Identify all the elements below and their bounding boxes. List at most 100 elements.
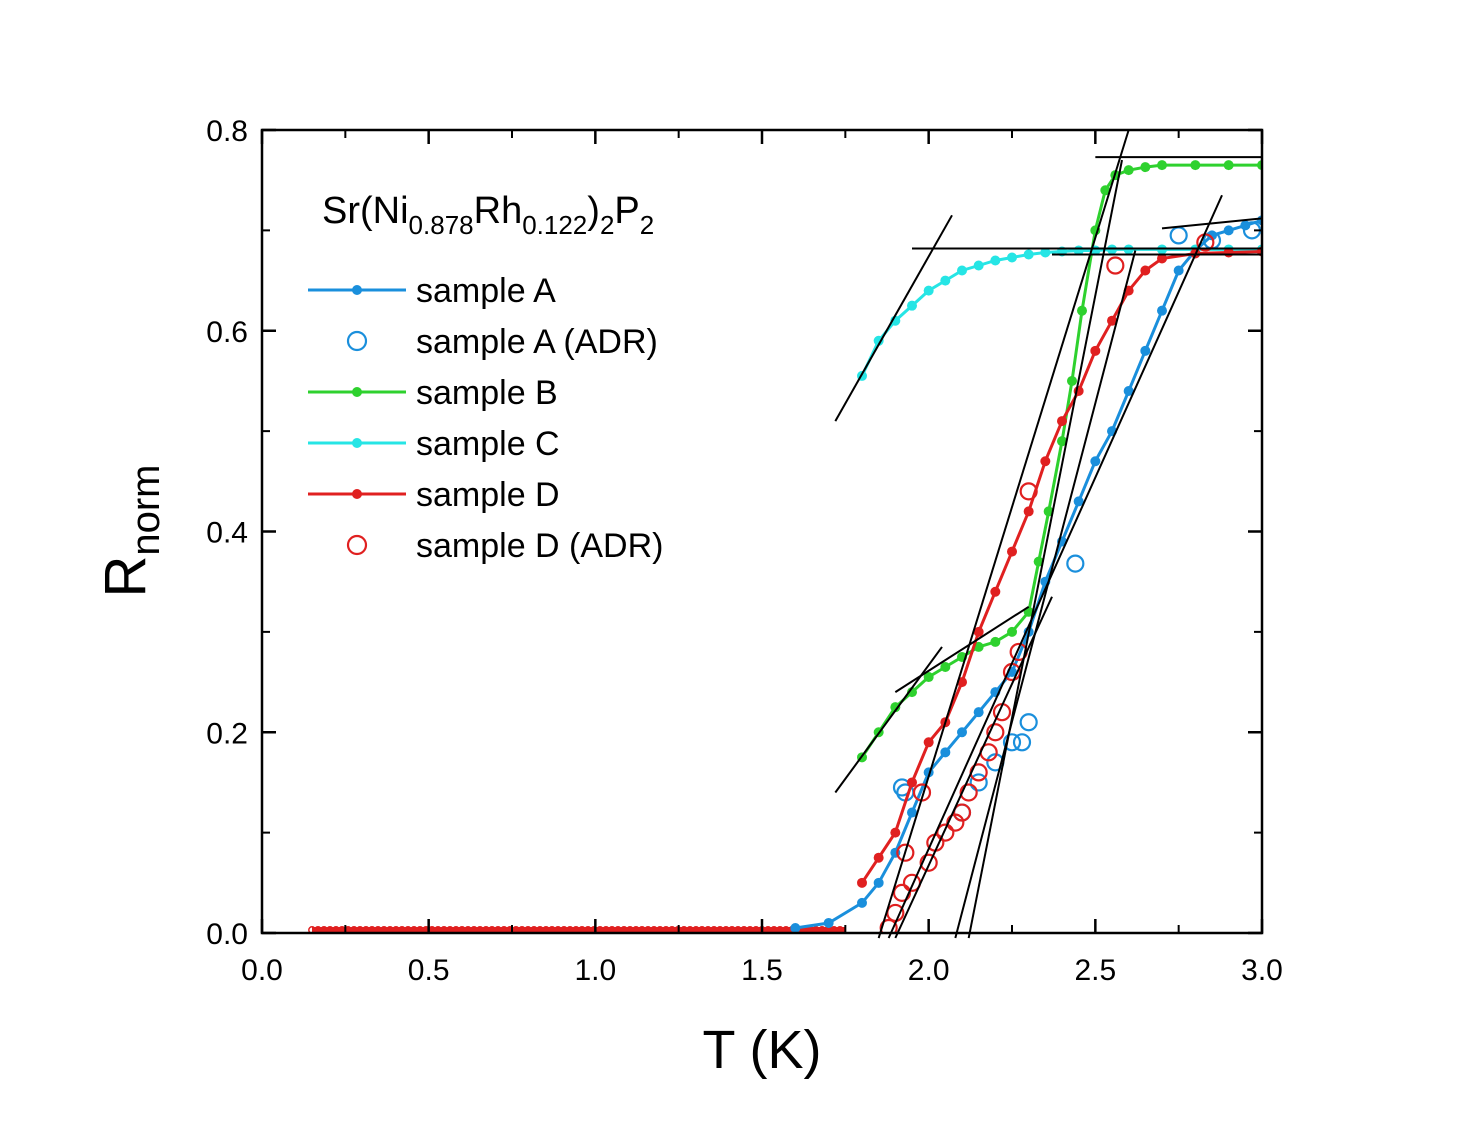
series-sample-d-point	[1007, 546, 1017, 557]
legend-sample-a-adr-marker	[346, 330, 368, 352]
series-sample-b-point	[1043, 506, 1054, 517]
plot-inner	[308, 160, 1262, 933]
series-sample-a-point	[940, 747, 951, 758]
axis-ticks: 0.0 0.5 1.0 1.5 2.0 2.5 3.0 0.0 0.2 0.4 0.6 0.8	[206, 115, 1283, 987]
series-sample-c-point	[1040, 247, 1051, 258]
series-sample-b-point	[990, 636, 1001, 647]
series-sample-b-point	[1007, 626, 1017, 637]
x-tick-label: 0.0	[241, 954, 283, 987]
series-sample-a-point	[873, 877, 884, 888]
series-sample-c-point	[907, 300, 917, 311]
series-sample-d-point	[923, 737, 934, 748]
series-sample-d-adr-point	[959, 783, 978, 802]
series-sample-c-point	[923, 285, 934, 296]
x-tick-label: 3.0	[1241, 954, 1283, 987]
series-sample-b-point	[1100, 185, 1111, 196]
series-sample-a-point	[973, 707, 984, 718]
series-sample-b-point	[1190, 160, 1201, 171]
legend: sample A sample A (ADR) sample B sample C sa…	[308, 272, 663, 565]
legend-sample-d-marker	[352, 489, 362, 499]
annotation-sub1: 0.878	[409, 210, 474, 240]
series-sample-d-adr-point	[986, 723, 1005, 742]
series-sample-b-point	[1077, 305, 1087, 316]
series-sample-b-point	[973, 641, 984, 652]
series-sample-a-adr-point	[1002, 733, 1022, 752]
series-sample-a-adr-point	[1169, 226, 1188, 245]
series-sample-d-adr-point	[896, 843, 915, 862]
series-sample-d-adr-point	[919, 853, 938, 872]
y-axis-label-main: R	[93, 556, 158, 598]
fit-line	[887, 194, 1223, 939]
series-sample-a-point	[790, 922, 801, 933]
series-sample-d-point	[1057, 416, 1067, 427]
series-sample-a-point	[1140, 345, 1151, 356]
series-sample-c-point	[1007, 252, 1017, 263]
series-sample-c-point	[1107, 244, 1117, 255]
series-sample-a-point	[1073, 496, 1084, 507]
series-sample-d-point	[907, 777, 917, 788]
series-sample-d-point	[1157, 253, 1167, 264]
fit-line	[894, 605, 1030, 693]
series-sample-d-point	[973, 626, 984, 637]
legend-sample-a-marker	[352, 285, 362, 295]
annotation-sub4: 2	[640, 210, 654, 240]
series-sample-c-point	[957, 265, 967, 276]
x-tick-label: 2.0	[908, 954, 950, 987]
fit-line	[834, 646, 943, 794]
series-sample-b-point	[923, 672, 934, 683]
fit-line	[1161, 217, 1263, 230]
series-sample-b-point	[1067, 375, 1077, 386]
series-sample-d-point	[890, 827, 901, 838]
legend-sample-d-adr-label: sample D (ADR)	[416, 527, 663, 565]
legend-sample-c-marker	[352, 438, 362, 448]
series-sample-b-point	[1033, 556, 1044, 567]
fit-line	[954, 250, 1137, 939]
series-sample-d-adr-point	[1019, 482, 1038, 501]
y-axis-label-sub: norm	[124, 464, 168, 555]
series-sample-a-point	[823, 917, 834, 928]
series-sample-d-adr-point	[892, 883, 912, 902]
series-sample-c-point	[990, 255, 1001, 266]
series-sample-d-point	[1040, 456, 1051, 467]
series-sample-a-point	[1173, 265, 1184, 276]
series-sample-b-point	[1057, 436, 1067, 447]
legend-sample-a-adr-label: sample A (ADR)	[416, 323, 658, 361]
series-sample-b-point	[1223, 160, 1234, 171]
annotation-sub2: 0.122	[522, 210, 587, 240]
x-tick-label: 1.5	[741, 954, 783, 987]
series-sample-b-point	[1123, 165, 1134, 176]
legend-sample-b-label: sample B	[416, 374, 558, 412]
y-tick-label: 0.0	[206, 918, 248, 951]
series-sample-b-point	[890, 702, 901, 713]
y-tick-label: 0.4	[206, 517, 248, 550]
series-sample-a-adr-point	[1019, 713, 1038, 732]
legend-sample-d-label: sample D	[416, 476, 560, 514]
series-sample-d-point	[990, 586, 1001, 597]
y-tick-label: 0.6	[206, 316, 248, 349]
series-sample-a-point	[907, 807, 917, 818]
series-sample-a-line	[795, 218, 1262, 930]
legend-sample-a-label: sample A	[416, 272, 556, 310]
series-sample-c-point	[940, 275, 951, 286]
series-sample-d-point	[1140, 265, 1151, 276]
series-sample-b-point	[1140, 162, 1151, 173]
series-sample-c-point	[1023, 249, 1034, 260]
plot-area	[308, 129, 1263, 939]
y-axis-label: Rnorm	[93, 464, 168, 597]
x-tick-label: 1.0	[574, 954, 616, 987]
series-sample-d-point	[873, 852, 884, 863]
series-sample-d-adr-point	[936, 823, 955, 842]
series-sample-a-point	[1223, 225, 1234, 236]
series-sample-a-adr-point	[1012, 733, 1032, 752]
series-sample-d-point	[1107, 315, 1117, 326]
y-tick-label: 0.8	[206, 115, 248, 148]
fit-line	[967, 159, 1123, 939]
series-sample-d-point	[857, 877, 867, 888]
compound-annotation: Sr(Ni0.878Rh0.122)2P2	[322, 190, 654, 240]
fit-line	[894, 596, 1053, 939]
x-tick-label: 2.5	[1074, 954, 1116, 987]
series-sample-d-adr-point	[1106, 256, 1125, 275]
annotation-base: Sr(Ni	[322, 190, 409, 232]
fit-line	[834, 214, 953, 422]
